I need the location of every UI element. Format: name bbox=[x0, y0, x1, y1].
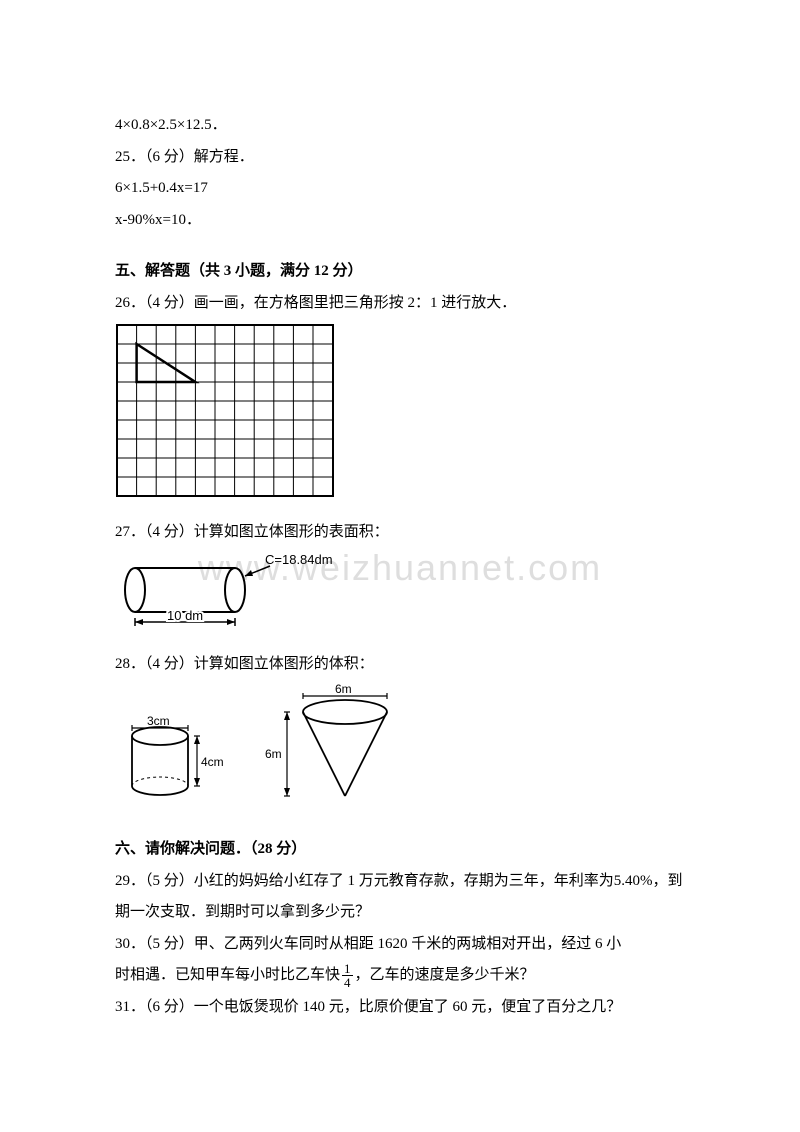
figure-cylinder-and-cone: 3cm 4cm 6m bbox=[115, 684, 685, 804]
svg-text:6m: 6m bbox=[265, 747, 282, 761]
svg-text:4cm: 4cm bbox=[201, 755, 224, 769]
q25-eq1: 6×1.5+0.4x=17 bbox=[115, 173, 685, 205]
q25-heading: 25．（6 分）解方程． bbox=[115, 142, 685, 174]
figure-cylinder-horizontal: C=18.84dm 10 dm 10 dm bbox=[115, 552, 685, 643]
figure-grid-triangle bbox=[115, 323, 685, 511]
q26-text: 26．（4 分）画一画，在方格图里把三角形按 2：1 进行放大． bbox=[115, 288, 685, 320]
q30-text-a: 30．（5 分）甲、乙两列火车同时从相距 1620 千米的两城相对开出，经过 6… bbox=[115, 929, 685, 961]
c-label: C=18.84dm bbox=[265, 552, 333, 567]
q25-eq2: x-90%x=10． bbox=[115, 205, 685, 237]
fraction-1-4: 14 bbox=[342, 962, 353, 989]
width-label: 10 dm bbox=[167, 608, 203, 623]
expression-line: 4×0.8×2.5×12.5． bbox=[115, 110, 685, 142]
q28-text: 28．（4 分）计算如图立体图形的体积： bbox=[115, 649, 685, 681]
section-6-heading: 六、请你解决问题．（28 分） bbox=[115, 834, 685, 866]
svg-text:6m: 6m bbox=[335, 684, 352, 696]
svg-text:3cm: 3cm bbox=[147, 714, 170, 728]
section-5-heading: 五、解答题（共 3 小题，满分 12 分） bbox=[115, 256, 685, 288]
q31-text: 31．（6 分）一个电饭煲现价 140 元，比原价便宜了 60 元，便宜了百分之… bbox=[115, 992, 685, 1024]
q29-text: 29．（5 分）小红的妈妈给小红存了 1 万元教育存款，存期为三年，年利率为5.… bbox=[115, 866, 685, 929]
q27-text: 27．（4 分）计算如图立体图形的表面积： bbox=[115, 517, 685, 549]
q30-text-b: 时相遇．已知甲车每小时比乙车快14，乙车的速度是多少千米？ bbox=[115, 960, 685, 992]
